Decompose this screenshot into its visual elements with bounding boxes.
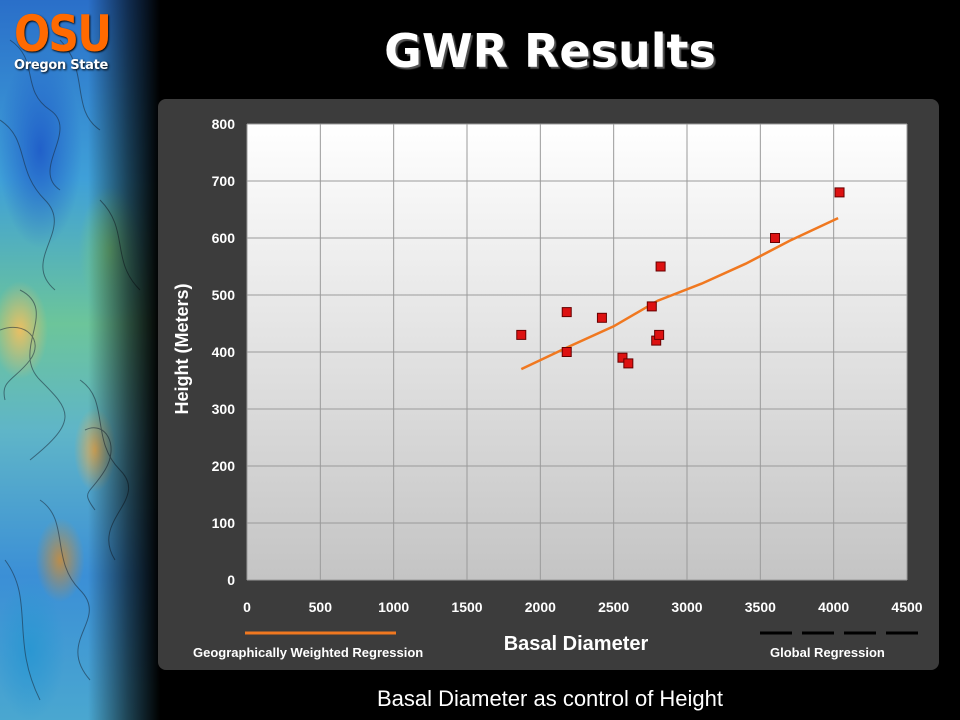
x-tick-label: 3500 — [745, 599, 776, 615]
x-tick-label: 2000 — [525, 599, 556, 615]
y-tick-label: 800 — [212, 116, 236, 132]
data-point — [561, 307, 572, 318]
logo-subtitle: Oregon State — [14, 58, 109, 73]
x-axis-label: Basal Diameter — [504, 633, 649, 655]
x-tick-label: 4000 — [818, 599, 849, 615]
y-axis-label: Height (Meters) — [172, 283, 192, 414]
legend-gwr-label: Geographically Weighted Regression — [193, 645, 423, 660]
x-tick-label: 1000 — [378, 599, 409, 615]
slide-caption: Basal Diameter as control of Height — [376, 686, 724, 711]
x-tick-label: 1500 — [451, 599, 482, 615]
x-tick-label: 3000 — [671, 599, 702, 615]
scatter-chart: 0 500 1000 1500 2000 2500 3000 3500 4000 4500 0 100… — [172, 116, 923, 660]
data-point — [617, 352, 628, 363]
y-tick-label: 300 — [212, 401, 236, 417]
data-point — [561, 347, 572, 357]
y-tick-label: 400 — [212, 344, 236, 360]
y-tick-label: 200 — [212, 458, 236, 474]
x-tick-label: 0 — [243, 599, 251, 615]
tick-labels: 0 500 1000 1500 2000 2500 3000 3500 4000 4500 0 100… — [212, 116, 923, 615]
data-point — [654, 329, 665, 340]
chart-panel: 0 500 1000 1500 2000 2500 3000 3500 4000 4500 0 100… — [158, 99, 939, 670]
legend: Geographically Weighted Regression Global… — [193, 631, 918, 660]
data-point — [770, 233, 780, 243]
data-point — [834, 187, 845, 198]
gwr-regression-line — [520, 216, 839, 371]
x-tick-label: 500 — [309, 599, 333, 615]
map-fade-overlay — [0, 0, 160, 720]
y-tick-label: 100 — [212, 515, 236, 531]
data-point — [516, 329, 527, 340]
logo-mark: OSU — [14, 5, 112, 63]
legend-global-label: Global Regression — [770, 645, 885, 660]
y-tick-label: 600 — [212, 230, 236, 246]
y-tick-label: 0 — [227, 572, 235, 588]
data-point — [646, 301, 657, 312]
y-tick-label: 500 — [212, 287, 236, 303]
data-point — [596, 312, 607, 323]
x-tick-label: 2500 — [598, 599, 629, 615]
data-point — [655, 261, 666, 272]
regression-lines — [520, 216, 839, 371]
osu-logo: OSU Oregon State — [14, 6, 114, 73]
data-point — [623, 358, 634, 369]
y-tick-label: 700 — [212, 173, 236, 189]
data-points — [516, 187, 845, 369]
slide-title: GWR Results — [384, 24, 716, 78]
x-tick-label: 4500 — [891, 599, 922, 615]
grid-lines — [246, 123, 908, 581]
